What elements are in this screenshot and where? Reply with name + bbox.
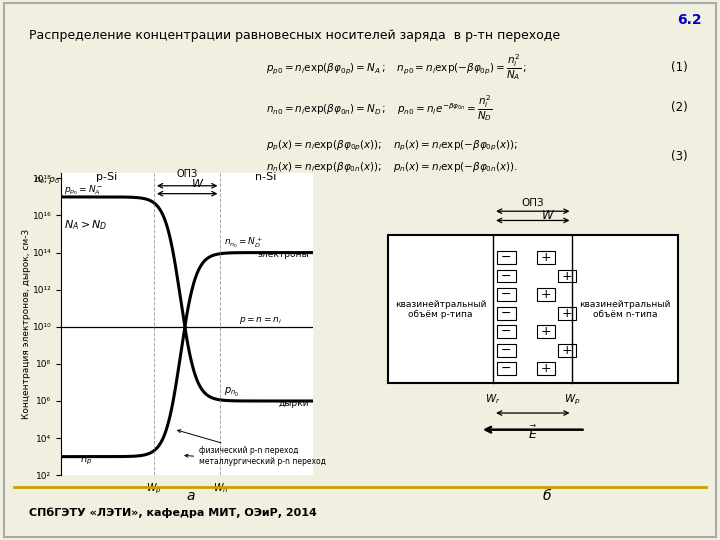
Text: −: − — [501, 343, 512, 356]
Bar — [558, 269, 577, 282]
Text: $W$: $W$ — [192, 177, 204, 189]
Bar — [498, 362, 516, 375]
Text: +: + — [541, 325, 552, 338]
Text: ОПЗ: ОПЗ — [176, 170, 198, 179]
Text: −: − — [501, 325, 512, 338]
Y-axis label: Концентрация электронов, дырок, см-3: Концентрация электронов, дырок, см-3 — [22, 229, 32, 419]
Text: +: + — [541, 251, 552, 264]
Bar — [537, 362, 555, 375]
Text: квазинейтральный
объём n-типа: квазинейтральный объём n-типа — [580, 300, 671, 319]
Text: +: + — [562, 269, 572, 282]
Text: −: − — [501, 269, 512, 282]
Text: −: − — [501, 362, 512, 375]
Text: б: б — [543, 489, 552, 503]
Text: СПбГЭТУ «ЛЭТИ», кафедра МИТ, ОЭиР, 2014: СПбГЭТУ «ЛЭТИ», кафедра МИТ, ОЭиР, 2014 — [29, 508, 317, 518]
Text: $n_n(x) = n_i \exp(\beta\varphi_{0n}(x));$   $p_n(x) = n_i \exp(-\beta\varphi_{0: $n_n(x) = n_i \exp(\beta\varphi_{0n}(x))… — [266, 160, 518, 174]
Text: +: + — [562, 343, 572, 356]
Text: $n_{n_0} = N_D^+$: $n_{n_0} = N_D^+$ — [225, 235, 264, 250]
Text: $p_{p0} = n_i \exp(\beta\varphi_{0p}) = N_A\,;$   $n_{p0} = n_i \exp(-\beta\varp: $p_{p0} = n_i \exp(\beta\varphi_{0p}) = … — [266, 52, 527, 83]
Text: $n_{n0} = n_i \exp(\beta\varphi_{0n}) = N_D\,;$   $p_{n0} = n_i e^{-\beta\varphi: $n_{n0} = n_i \exp(\beta\varphi_{0n}) = … — [266, 93, 493, 123]
Bar — [498, 288, 516, 301]
Text: квазинейтральный
объём p-типа: квазинейтральный объём p-типа — [395, 300, 486, 319]
Text: ОПЗ: ОПЗ — [521, 198, 544, 208]
Text: $p_p(x) = n_i \exp(\beta\varphi_{0p}(x));$   $n_p(x) = n_i \exp(-\beta\varphi_{0: $p_p(x) = n_i \exp(\beta\varphi_{0p}(x))… — [266, 139, 518, 153]
Text: Распределение концентрации равновесных носителей заряда  в р-тн переходе: Распределение концентрации равновесных н… — [29, 29, 560, 42]
Text: $\vec{E}$: $\vec{E}$ — [528, 424, 538, 442]
Text: $W_p$: $W_p$ — [146, 482, 162, 496]
Text: (3): (3) — [671, 150, 688, 163]
Text: (1): (1) — [671, 61, 688, 74]
Text: p-Si: p-Si — [96, 172, 117, 182]
Text: $p_{p_0} = N_A^-$: $p_{p_0} = N_A^-$ — [64, 184, 103, 197]
Text: −: − — [501, 307, 512, 320]
Text: физический p-n переход: физический p-n переход — [178, 430, 299, 455]
Bar — [498, 269, 516, 282]
Text: +: + — [541, 362, 552, 375]
Text: +: + — [562, 307, 572, 320]
Text: $n_0, \rho_0$: $n_0, \rho_0$ — [34, 174, 60, 186]
Text: $W_r$: $W_r$ — [485, 392, 501, 406]
Text: −: − — [501, 288, 512, 301]
Text: (2): (2) — [671, 102, 688, 114]
Bar — [387, 235, 678, 383]
Bar — [498, 325, 516, 338]
Text: +: + — [541, 288, 552, 301]
Text: $W_n$: $W_n$ — [212, 482, 228, 495]
Bar — [537, 325, 555, 338]
Bar — [498, 343, 516, 356]
Bar — [498, 251, 516, 264]
Text: 6.2: 6.2 — [678, 14, 702, 28]
Text: дырки: дырки — [279, 399, 309, 408]
Bar — [558, 343, 577, 356]
Text: $n_p$: $n_p$ — [80, 455, 92, 467]
Text: $p_{n_0}$: $p_{n_0}$ — [225, 386, 240, 399]
Text: $W$: $W$ — [541, 208, 554, 221]
Bar — [498, 307, 516, 320]
Bar — [537, 251, 555, 264]
Text: $p = n = n_i$: $p = n = n_i$ — [238, 315, 282, 326]
Text: электроны: электроны — [258, 249, 309, 259]
Bar — [558, 307, 577, 320]
Text: металлургический p-n переход: металлургический p-n переход — [185, 454, 326, 466]
Text: $W_p$: $W_p$ — [564, 393, 580, 407]
Text: а: а — [186, 489, 195, 503]
Text: n-Si: n-Si — [255, 172, 276, 182]
Text: −: − — [501, 251, 512, 264]
Text: $N_A > N_D$: $N_A > N_D$ — [64, 219, 107, 232]
Bar — [537, 288, 555, 301]
